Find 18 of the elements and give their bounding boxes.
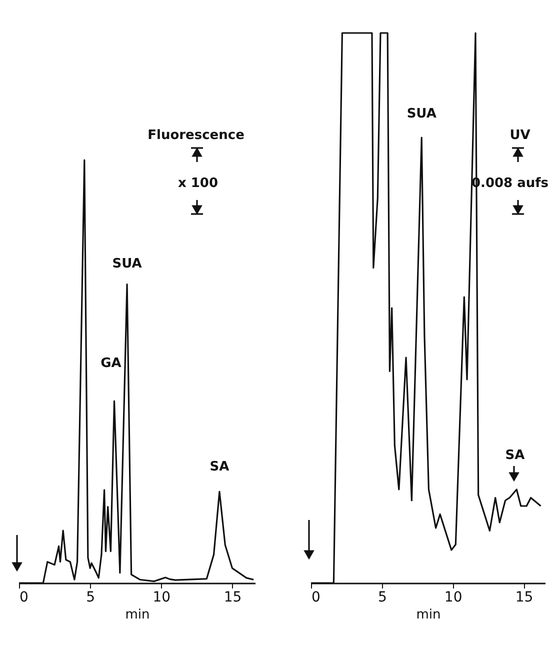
x-tick-label: 15 xyxy=(224,590,242,606)
x-tick-label: 0 xyxy=(20,590,28,606)
x-tick-label: 5 xyxy=(86,590,96,606)
annotation: SUA xyxy=(112,256,142,272)
text: Fluorescence xyxy=(148,128,245,143)
annotation: SA xyxy=(505,448,525,463)
x-tick-label: 15 xyxy=(515,590,534,606)
x-axis-title: min xyxy=(416,608,441,622)
x-tick-label: 10 xyxy=(152,590,171,606)
x-tick-label: 5 xyxy=(378,590,387,606)
annotation: SA xyxy=(210,460,230,475)
annotation: UV xyxy=(510,128,530,143)
annotation: x 100 xyxy=(178,176,218,191)
annotation: GA xyxy=(100,356,122,371)
x-axis-title: min xyxy=(125,608,150,622)
x-tick-label: 0 xyxy=(312,590,320,606)
annotation: SUA xyxy=(406,106,436,122)
x-tick-label: 10 xyxy=(444,590,462,606)
